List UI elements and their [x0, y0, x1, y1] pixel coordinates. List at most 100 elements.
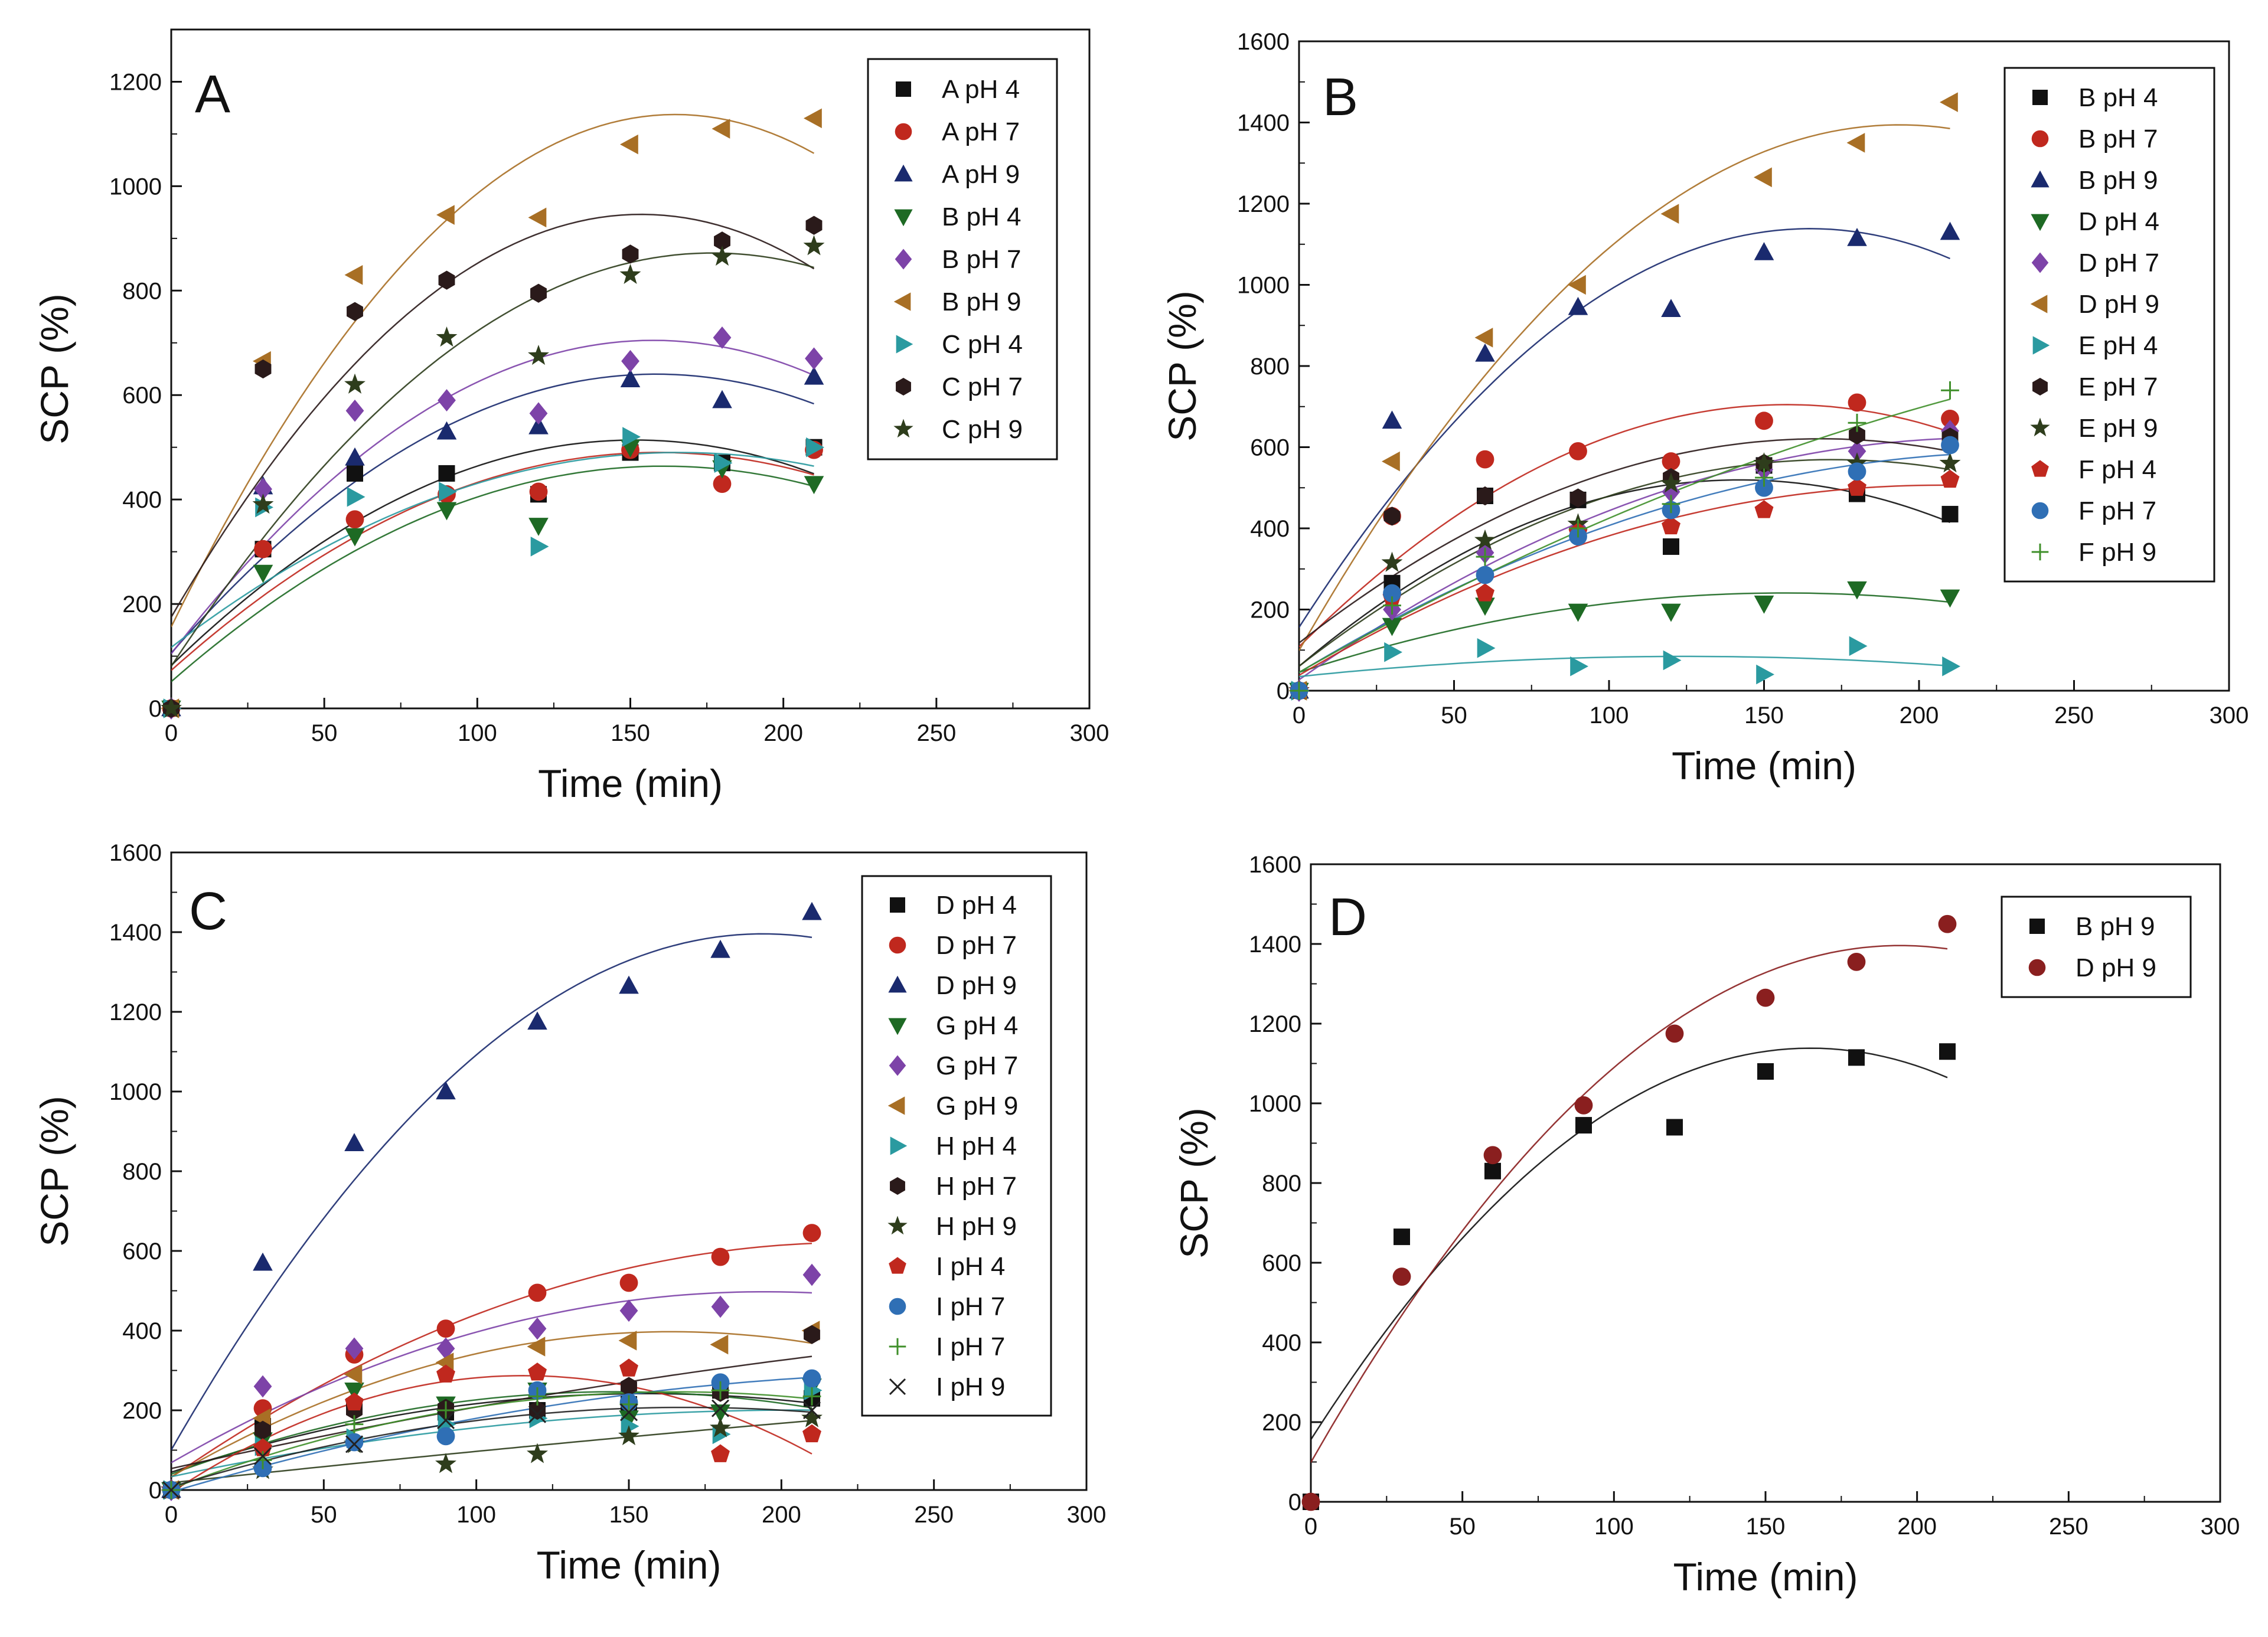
chart-b-point-f-ph-9 — [1476, 547, 1494, 566]
chart-a-point-b-ph-4 — [804, 476, 824, 495]
chart-b-point-d-ph-4 — [1940, 589, 1960, 608]
chart-d-point-d-ph-9 — [1938, 914, 1957, 933]
chart-a-legend-label: C pH 7 — [942, 373, 1023, 401]
chart-b-point-f-ph-9 — [1755, 468, 1773, 487]
chart-b-y-tick-label: 800 — [1250, 354, 1290, 380]
chart-d-data-points — [1301, 914, 1957, 1511]
chart-a-point-a-ph-9 — [712, 390, 732, 409]
chart-b-legend-marker-e-ph-4 — [2032, 336, 2050, 355]
chart-d-y-tick-label: 1400 — [1249, 932, 1301, 958]
chart-b-point-d-ph-9 — [1382, 451, 1400, 472]
chart-c-legend-marker-d-ph-4 — [890, 897, 905, 913]
chart-b-point-e-ph-4 — [1477, 638, 1496, 658]
chart-c-point-h-ph-7 — [804, 1325, 820, 1344]
chart-b-point-e-ph-4 — [1849, 636, 1868, 656]
chart-a-legend-marker-c-ph-9 — [893, 419, 913, 438]
chart-d-point-b-ph-9 — [1575, 1117, 1592, 1134]
chart-b-x-tick-label: 150 — [1744, 702, 1784, 728]
chart-a-y-tick-label: 1000 — [109, 174, 162, 200]
chart-d-legend — [2001, 896, 2192, 998]
chart-d-x-axis-label: Time (min) — [1673, 1555, 1858, 1599]
chart-a-legend-marker-c-ph-7 — [896, 378, 911, 396]
chart-a-fit-c-ph-9 — [171, 252, 814, 667]
chart-c-legend-marker-g-ph-7 — [889, 1055, 906, 1076]
chart-d-point-b-ph-9 — [1484, 1162, 1501, 1179]
chart-a-x-tick-label: 0 — [165, 720, 178, 746]
chart-b-legend — [2003, 67, 2215, 583]
chart-c-y-tick-label: 0 — [149, 1478, 162, 1504]
chart-c-data-points — [161, 901, 823, 1501]
chart-b-legend-marker-b-ph-7 — [2031, 130, 2049, 148]
chart-a-y-tick-label: 600 — [122, 383, 162, 409]
chart-c-point-h-ph-7 — [254, 1420, 271, 1440]
chart-c-legend-label: I pH 4 — [936, 1252, 1005, 1281]
chart-c-fit-i-ph-7 — [171, 1391, 812, 1490]
chart-c-point-h-ph-7 — [529, 1400, 546, 1420]
chart-a-point-b-ph-4 — [436, 502, 457, 521]
chart-c-point-d-ph-7 — [802, 1224, 821, 1243]
chart-c-point-i-ph-4 — [528, 1362, 547, 1381]
chart-a-point-b-ph-9 — [712, 119, 730, 139]
chart-b-x-tick-label: 0 — [1293, 702, 1306, 728]
chart-b-point-d-ph-9 — [1660, 204, 1679, 224]
chart-c-point-i-ph-7 — [802, 1369, 821, 1388]
chart-b-x-axis-label: Time (min) — [1672, 744, 1856, 788]
chart-c-point-d-ph-9 — [710, 939, 730, 958]
chart-c-point-g-ph-7 — [711, 1295, 730, 1318]
chart-a-fit-c-ph-4 — [171, 452, 814, 648]
chart-c-legend-marker-g-ph-9 — [887, 1096, 905, 1115]
chart-c-y-tick-label: 1000 — [109, 1079, 162, 1105]
chart-c-legend-label: H pH 4 — [936, 1132, 1017, 1161]
chart-c-y-tick-label: 400 — [122, 1318, 162, 1344]
chart-d-x-tick-label: 100 — [1594, 1514, 1634, 1540]
chart-c-point-d-ph-9 — [344, 1133, 364, 1152]
chart-b-point-b-ph-7 — [1476, 450, 1494, 469]
chart-a-point-b-ph-9 — [804, 108, 822, 129]
panel-d: 0 50 100 150 200 250 300 0 200 400 600 800 1000 1200 1… — [1134, 817, 2268, 1634]
chart-b-fit-b-ph-9 — [1299, 228, 1950, 628]
chart-c-point-i-ph-4 — [802, 1424, 821, 1443]
chart-c-point-d-ph-9 — [527, 1011, 547, 1030]
chart-b-fit-b-ph-7 — [1299, 404, 1950, 648]
chart-a-point-b-ph-4 — [528, 518, 549, 536]
chart-d-panel-label: D — [1329, 888, 1367, 947]
chart-c-legend-marker-d-ph-9 — [888, 975, 907, 993]
chart-b-point-b-ph-7 — [1569, 442, 1587, 460]
chart-d-y-tick-label: 200 — [1262, 1410, 1301, 1436]
chart-c-point-i-ph-7 — [528, 1387, 547, 1406]
chart-b-point-b-ph-7 — [1755, 411, 1773, 430]
chart-d-fit-b-ph-9 — [1311, 1047, 1948, 1440]
chart-b-point-e-ph-9 — [1381, 551, 1403, 572]
chart-d-point-d-ph-9 — [1665, 1024, 1684, 1043]
chart-b-legend-label: D pH 9 — [2078, 290, 2159, 319]
chart-b-fit-f-ph-9 — [1299, 398, 1950, 673]
chart-d-x-tick-label: 50 — [1449, 1514, 1476, 1540]
chart-d-point-d-ph-9 — [1756, 988, 1775, 1007]
chart-c-legend-marker-h-ph-4 — [890, 1136, 908, 1155]
chart-a-x-tick-label: 300 — [1070, 720, 1109, 746]
chart-a-point-c-ph-9 — [528, 344, 549, 365]
chart-c-x-tick-label: 300 — [1067, 1502, 1107, 1528]
chart-b-panel-label: B — [1323, 68, 1358, 127]
chart-c-point-g-ph-9 — [710, 1334, 729, 1355]
chart-a-point-c-ph-7 — [622, 244, 639, 264]
chart-b-point-d-ph-7 — [1848, 440, 1866, 463]
chart-a-y-axis-label: SCP (%) — [32, 293, 76, 445]
chart-b-legend-label: D pH 7 — [2078, 249, 2159, 277]
chart-c-point-d-ph-7 — [619, 1273, 638, 1292]
chart-b-point-b-ph-9 — [1754, 242, 1774, 260]
chart-b-legend-marker-b-ph-9 — [2031, 170, 2050, 188]
panel-d-svg: 0 50 100 150 200 250 300 0 200 400 600 800 1000 1200 1… — [1172, 852, 2240, 1599]
chart-c-legend-label: H pH 7 — [936, 1172, 1017, 1201]
chart-c-point-g-ph-7 — [619, 1299, 638, 1322]
chart-b-legend-label: B pH 7 — [2078, 125, 2158, 153]
chart-c-fit-i-ph-4 — [174, 1375, 812, 1490]
chart-a-x-tick-label: 150 — [611, 720, 650, 746]
chart-a-fit-b-ph-9 — [171, 113, 815, 628]
chart-a-point-b-ph-4 — [253, 564, 273, 583]
chart-c-panel-label: C — [189, 882, 227, 941]
chart-c-fit-curves — [171, 933, 812, 1490]
chart-b-legend-label: E pH 7 — [2078, 373, 2158, 401]
chart-c-fit-g-ph-7 — [171, 1290, 812, 1463]
chart-c-x-tick-label: 0 — [165, 1502, 178, 1528]
